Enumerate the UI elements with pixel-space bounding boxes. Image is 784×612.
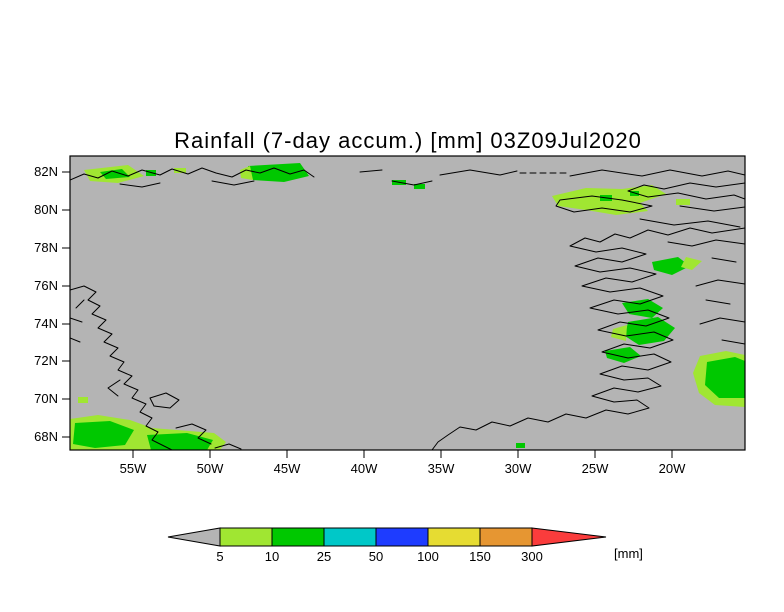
lon-tick-label: 20W [659, 461, 686, 476]
coastline-northeast-inlet [555, 195, 653, 213]
colorbar-label: 5 [216, 549, 223, 564]
colorbar-segment [323, 527, 377, 547]
rain-patch-light [78, 397, 88, 403]
colorbar-label: 25 [317, 549, 331, 564]
lat-tick-label: 76N [34, 278, 58, 293]
chart-title: Rainfall (7-day accum.) [mm] 03Z09Jul202… [174, 128, 642, 153]
colorbar-segment [219, 527, 273, 547]
colorbar-units-label: [mm] [614, 546, 643, 561]
rain-patch [605, 347, 641, 363]
lon-tick-label: 25W [582, 461, 609, 476]
lon-tick-label: 35W [428, 461, 455, 476]
lon-tick-label: 50W [197, 461, 224, 476]
rain-patch [100, 169, 130, 179]
lat-tick-label: 72N [34, 353, 58, 368]
rain-patch-light [240, 166, 253, 180]
lon-tick-label: 55W [120, 461, 147, 476]
coastline-east-fjord-stubs [667, 239, 745, 345]
coastline-island [149, 392, 180, 409]
colorbar-segment [427, 527, 481, 547]
colorbar-label: 50 [369, 549, 383, 564]
lat-ticks [62, 171, 70, 438]
coastline-north-mid2 [439, 169, 518, 176]
map-frame [69, 155, 746, 451]
colorbar-segment [271, 527, 325, 547]
rain-patch [652, 257, 690, 275]
coastline-west [70, 285, 173, 450]
lat-tick-label: 74N [34, 316, 58, 331]
rain-patch-light [611, 325, 627, 341]
coastline-southwest-islets [175, 423, 242, 450]
rain-patch [516, 443, 525, 448]
lat-tick-label: 82N [34, 164, 58, 179]
colorbar-segment [479, 527, 533, 547]
lon-ticks [132, 450, 673, 458]
colorbar-underflow-arrow [167, 527, 221, 547]
coastline-north-east [569, 169, 745, 177]
colorbar-label: 300 [521, 549, 543, 564]
rain-patch [630, 191, 639, 196]
lat-tick-label: 80N [34, 202, 58, 217]
lon-tick-label: 40W [351, 461, 378, 476]
coastline-northeast-band [627, 182, 745, 200]
colorbar-label: 10 [265, 549, 279, 564]
lon-tick-label: 45W [274, 461, 301, 476]
rain-patch-light [174, 168, 186, 173]
rain-patch [622, 299, 663, 318]
rain-patch [248, 163, 309, 182]
rain-patch-light [676, 199, 690, 205]
colorbar-label: 100 [417, 549, 439, 564]
coastline-north-inner [119, 180, 255, 188]
rain-patch [414, 184, 425, 189]
coastline-east [431, 227, 745, 450]
lat-tick-label: 78N [34, 240, 58, 255]
colorbar-overflow-arrow [531, 527, 607, 547]
coastline-west-islets [70, 299, 121, 397]
map-content [70, 163, 745, 450]
coastline-north-mid [359, 169, 433, 186]
colorbar-label: 150 [469, 549, 491, 564]
lat-tick-label: 70N [34, 391, 58, 406]
rain-patch-light [681, 257, 702, 270]
colorbar-segment [375, 527, 429, 547]
lon-tick-label: 30W [505, 461, 532, 476]
coastline-northeast-fjords [639, 205, 745, 228]
rain-patch [625, 317, 675, 345]
colorbar: 5 10 25 50 100 150 300 [mm] [167, 527, 643, 564]
rain-patch [73, 421, 134, 448]
rain-patch [705, 357, 745, 398]
lat-tick-label: 68N [34, 429, 58, 444]
coastline-north-west [70, 167, 315, 181]
